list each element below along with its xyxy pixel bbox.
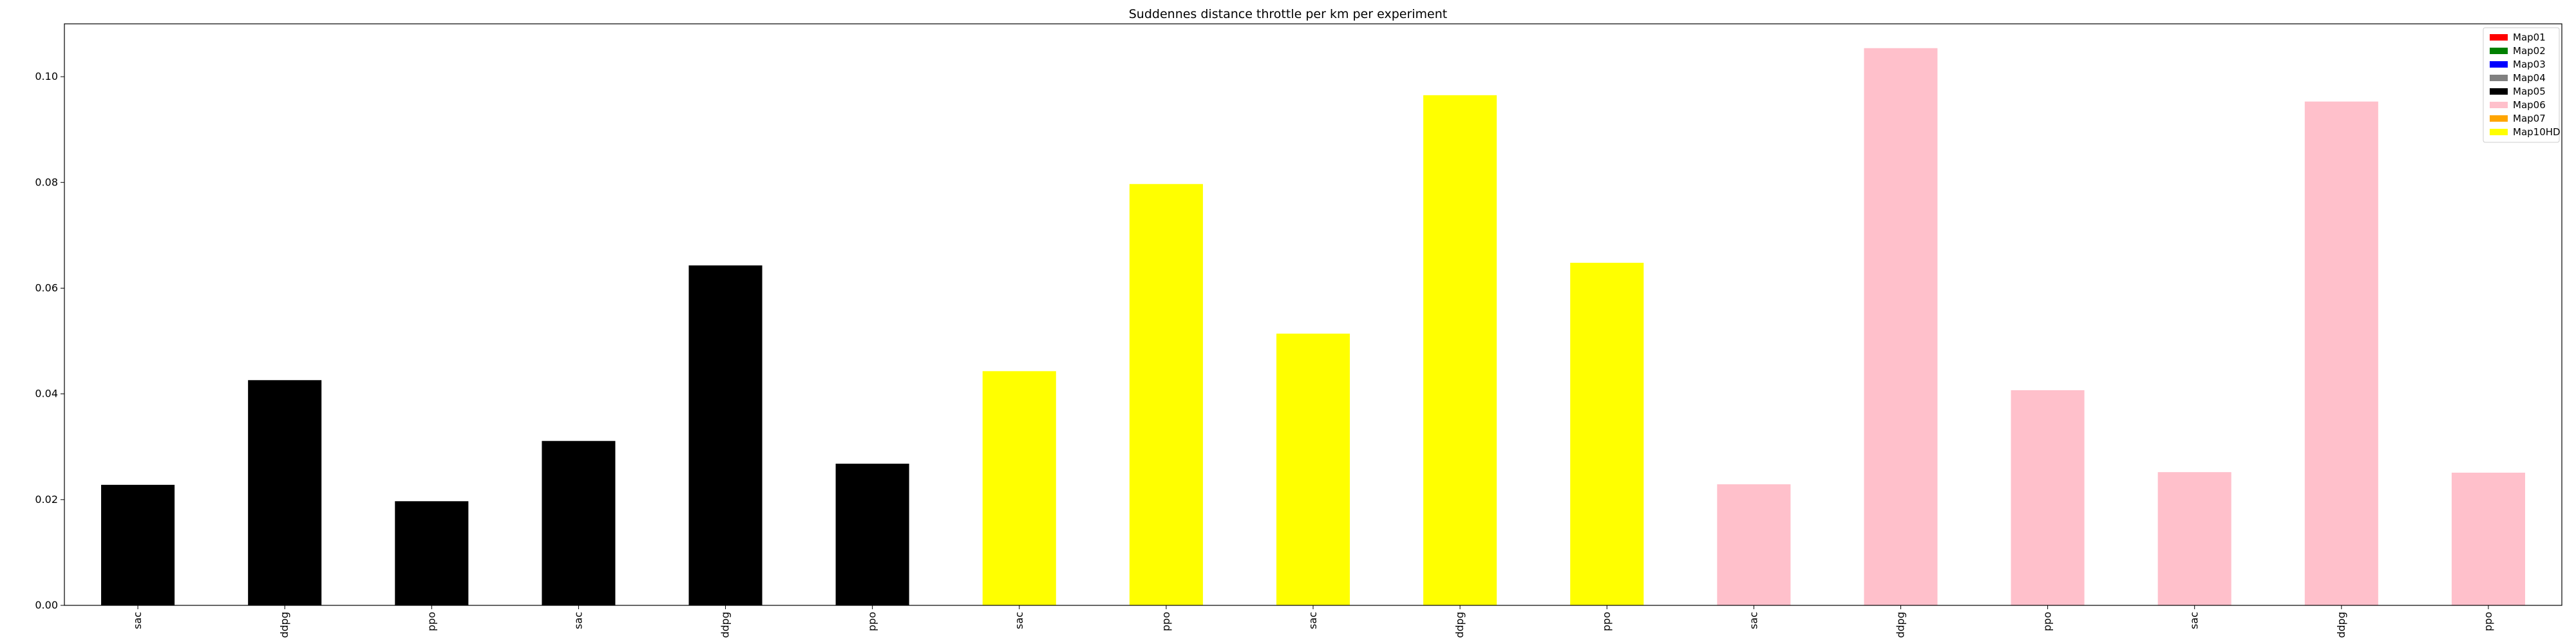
x-tick-label: sac (1013, 612, 1025, 629)
legend-box (2483, 27, 2560, 143)
bar (688, 265, 762, 605)
bar (2451, 472, 2525, 605)
x-tick-label: ddpg (1454, 612, 1466, 638)
bar (395, 501, 469, 605)
y-tick-label: 0.00 (35, 599, 58, 611)
x-tick-label: sac (572, 612, 584, 629)
x-tick-label: ppo (1160, 612, 1172, 631)
legend-swatch (2490, 115, 2508, 122)
x-tick-label: sac (1307, 612, 1319, 629)
legend: Map01 Map02 Map03 Map04 Map05 Map06 Map07 Map10… (2483, 27, 2561, 143)
bar (835, 463, 909, 605)
legend-label: Map04 (2513, 72, 2546, 84)
y-tick-label: 0.04 (35, 388, 58, 400)
legend-swatch (2490, 129, 2508, 135)
x-tick-label: ppo (866, 612, 878, 631)
x-tick-label: ddpg (719, 612, 732, 638)
legend-label: Map02 (2513, 45, 2546, 57)
bar (982, 371, 1056, 605)
bar (1423, 95, 1497, 605)
legend-label: Map06 (2513, 99, 2546, 111)
x-tick-label: ddpg (278, 612, 290, 638)
bar (542, 440, 616, 605)
y-tick-label: 0.08 (35, 176, 58, 188)
legend-label: Map07 (2513, 113, 2546, 124)
bar (1276, 334, 1350, 605)
legend-swatch (2490, 75, 2508, 81)
legend-swatch (2490, 61, 2508, 68)
bar (1717, 484, 1791, 605)
x-tick-label: ddpg (2335, 612, 2347, 638)
bar (2304, 101, 2378, 605)
x-tick-label: sac (1747, 612, 1759, 629)
legend-label: Map01 (2513, 32, 2546, 43)
legend-swatch (2490, 48, 2508, 54)
bars-group (101, 48, 2525, 605)
x-tick-label: ppo (425, 612, 437, 631)
chart-title: Suddennes distance throttle per km per e… (1129, 7, 1447, 21)
legend-label: Map05 (2513, 86, 2546, 97)
y-tick-label: 0.02 (35, 493, 58, 506)
legend-swatch (2490, 88, 2508, 95)
bar (248, 380, 322, 605)
bar (2157, 472, 2231, 605)
x-tick-label: ppo (1600, 612, 1613, 631)
bar (101, 484, 175, 605)
x-tick-label: sac (131, 612, 144, 629)
plot-frame (64, 23, 2562, 606)
x-tick-label: ppo (2041, 612, 2054, 631)
x-tick-label: ppo (2482, 612, 2494, 631)
bar (1864, 48, 1938, 605)
bar (1570, 263, 1644, 605)
bar (2011, 390, 2085, 605)
x-tick-label: ddpg (1894, 612, 1906, 638)
x-axis: sac ddpg ppo sac ddpg ppo sac ppo sac ddpg ppo sac d… (131, 605, 2494, 638)
x-tick-label: sac (2188, 612, 2201, 629)
y-tick-label: 0.10 (35, 70, 58, 82)
legend-label: Map03 (2513, 59, 2546, 70)
legend-swatch (2490, 34, 2508, 41)
legend-label: Map10HD (2513, 126, 2561, 138)
bar (1129, 184, 1203, 605)
y-tick-label: 0.06 (35, 281, 58, 294)
legend-swatch (2490, 102, 2508, 108)
y-axis: 0.00 0.02 0.04 0.06 0.08 0.10 (35, 70, 64, 611)
